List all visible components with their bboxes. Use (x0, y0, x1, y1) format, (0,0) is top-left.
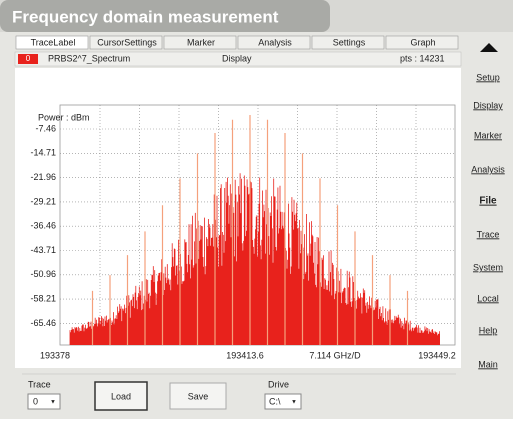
trace-mode: Display (222, 53, 252, 63)
menu-label: Marker (474, 130, 502, 140)
menu-label: System (473, 262, 503, 272)
y-tick-label: -14.71 (30, 148, 56, 158)
tab[interactable] (237, 35, 311, 50)
tab-label: CursorSettings (97, 37, 157, 47)
trace-value: 0 (33, 396, 38, 406)
y-tick-label: -58.21 (30, 293, 56, 303)
y-tick-label: -36.46 (30, 221, 56, 231)
trace-name: PRBS2^7_Spectrum (48, 53, 130, 63)
trace-select[interactable] (27, 393, 61, 410)
x-tick-label: 193378 (40, 350, 70, 360)
tab[interactable] (311, 35, 385, 50)
load-label: Load (111, 391, 131, 401)
spectrum-spikes (91, 115, 409, 345)
save-label: Save (188, 391, 209, 401)
drive-label: Drive (268, 379, 289, 389)
y-tick-label: -50.96 (30, 269, 56, 279)
menu-label: Help (479, 325, 498, 335)
tab-label: Graph (410, 37, 435, 47)
x-tick-label: 7.114 GHz/D (309, 350, 361, 360)
menu-label: Display (473, 100, 503, 110)
y-tick-label: -21.96 (30, 172, 56, 182)
tab[interactable] (163, 35, 237, 50)
tab-label: TraceLabel (31, 37, 76, 47)
tab-label: Analysis (258, 37, 292, 47)
x-tick-label: 193413.6 (226, 350, 264, 360)
tab[interactable] (89, 35, 163, 50)
title: Frequency domain measurement (12, 7, 279, 26)
menu-label: Analysis (471, 164, 505, 174)
trace-bar (14, 51, 462, 67)
y-tick-label: -7.46 (35, 123, 56, 133)
y-axis-label: Power : dBm (38, 112, 90, 122)
y-tick-label: -65.46 (30, 318, 56, 328)
dropdown-arrow: ▼ (50, 400, 56, 406)
trace-color (18, 54, 38, 64)
tab-label: Marker (187, 37, 215, 47)
menu-label: File (479, 196, 497, 207)
drive-select[interactable] (264, 393, 302, 410)
scroll-up[interactable] (480, 43, 498, 52)
tab-label: Settings (333, 37, 366, 47)
title-bar (0, 0, 330, 32)
drive-value: C:\ (269, 396, 281, 406)
tab[interactable] (385, 35, 459, 50)
y-tick-label: -29.21 (30, 196, 56, 206)
menu-label: Trace (477, 229, 500, 239)
load-button[interactable] (94, 381, 148, 411)
save-button[interactable] (169, 382, 227, 410)
menu-label: Setup (476, 72, 500, 82)
menu-label: Main (478, 359, 498, 369)
tab[interactable] (15, 35, 89, 50)
trace-label: Trace (28, 379, 51, 389)
trace-index: 0 (26, 54, 31, 63)
menu-label: Local (477, 293, 499, 303)
y-tick-label: -43.71 (30, 245, 56, 255)
dropdown-arrow: ▼ (291, 400, 297, 406)
x-tick-label: 193449.2 (418, 350, 456, 360)
trace-points: pts : 14231 (400, 53, 445, 63)
